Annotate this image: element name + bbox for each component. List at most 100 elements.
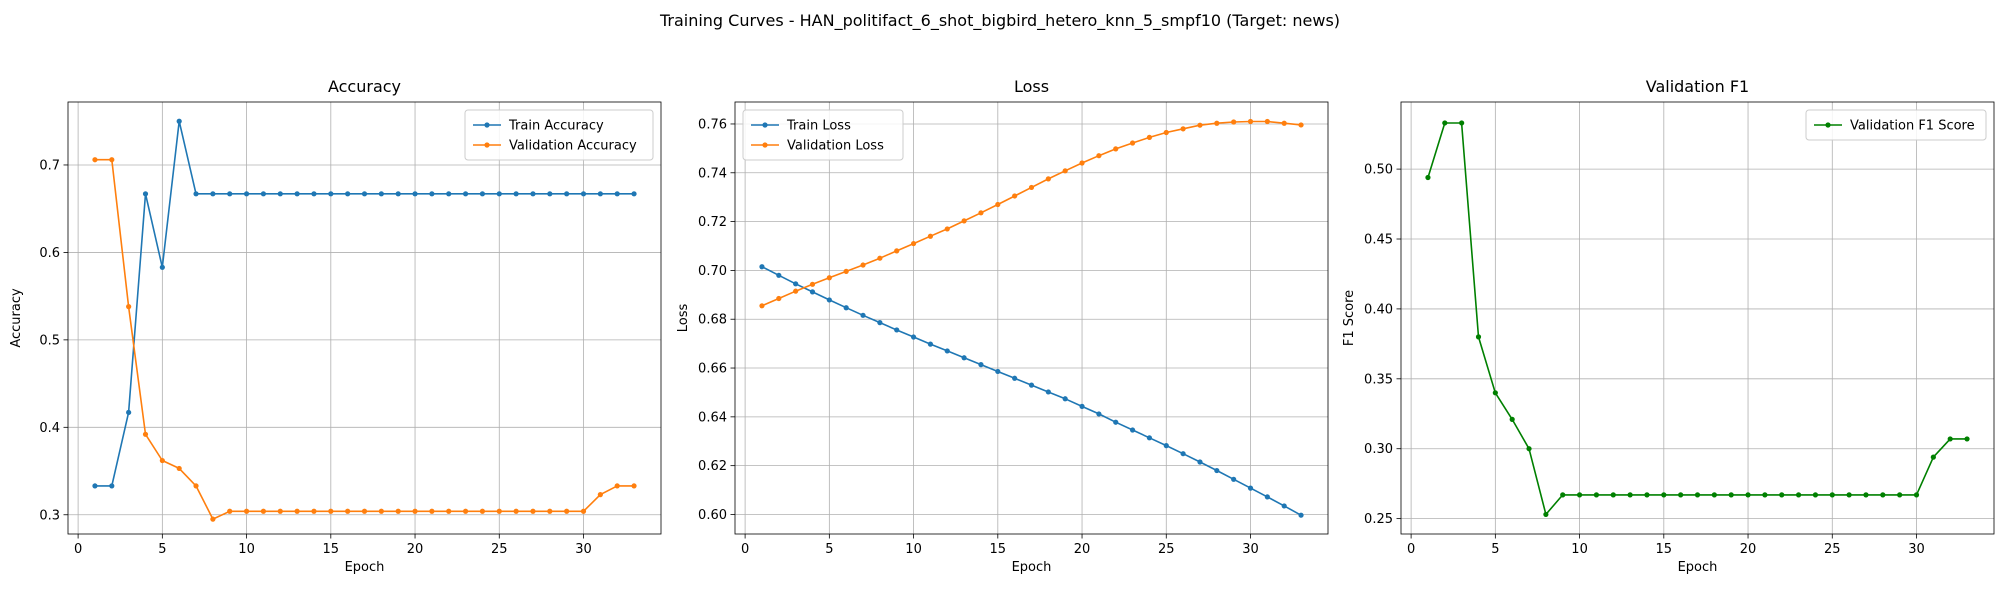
data-point	[1964, 436, 1970, 442]
data-point	[564, 508, 570, 514]
data-point	[412, 508, 418, 514]
data-point	[1442, 120, 1448, 126]
data-point	[227, 191, 233, 197]
data-point	[944, 348, 950, 354]
y-tick-label: 0.3	[39, 508, 60, 523]
x-tick-label: 10	[1571, 542, 1588, 557]
x-tick-label: 20	[1740, 542, 1757, 557]
data-point	[513, 508, 519, 514]
data-point	[1762, 492, 1768, 498]
data-point	[210, 516, 216, 522]
data-point	[361, 508, 368, 514]
data-point	[1247, 118, 1254, 125]
data-point	[530, 191, 536, 197]
x-tick-label: 5	[1491, 542, 1499, 557]
legend-entry-label: Validation F1 Score	[1850, 119, 1975, 134]
data-point	[961, 355, 967, 361]
y-tick-label: 0.4	[39, 421, 60, 436]
data-point	[776, 272, 782, 278]
x-tick-label: 20	[1074, 542, 1091, 557]
x-tick-label: 15	[323, 542, 340, 557]
data-point	[1930, 454, 1936, 460]
axes-frame	[734, 101, 1329, 535]
data-point	[1509, 416, 1515, 422]
data-point	[995, 201, 1001, 208]
data-point	[877, 320, 883, 326]
legend-swatch-marker	[484, 122, 490, 128]
data-point	[1812, 492, 1819, 498]
data-point	[193, 191, 199, 197]
data-point	[446, 508, 452, 514]
legend-swatch-marker	[762, 142, 768, 148]
y-axis-label: Accuracy	[9, 288, 24, 348]
data-point	[1062, 396, 1068, 402]
data-point	[877, 255, 883, 261]
data-point	[479, 508, 486, 514]
data-point	[126, 409, 132, 416]
panel-title: Validation F1	[1646, 77, 1749, 96]
y-axis-label: Loss	[676, 304, 691, 333]
y-tick-label: 0.76	[698, 117, 727, 132]
series-line-train-loss	[761, 265, 1302, 516]
data-point	[92, 483, 98, 489]
series-line-validation-f1-score	[1427, 122, 1967, 516]
data-point	[126, 304, 132, 310]
data-point	[910, 240, 917, 247]
data-point	[530, 508, 536, 514]
y-tick-label: 0.70	[698, 264, 727, 279]
data-point	[311, 191, 317, 197]
data-point	[1897, 492, 1903, 498]
data-point	[1012, 375, 1018, 381]
y-tick-label: 0.72	[698, 215, 727, 230]
data-point	[927, 341, 934, 347]
data-point	[1163, 129, 1169, 136]
y-tick-label: 0.74	[698, 166, 727, 181]
data-point	[1231, 119, 1237, 125]
data-point	[176, 118, 182, 124]
y-tick-label: 0.25	[1364, 512, 1393, 527]
data-point	[1745, 492, 1751, 498]
data-point	[142, 191, 149, 197]
data-point	[429, 508, 435, 514]
data-point	[961, 218, 967, 224]
y-tick-label: 0.30	[1364, 442, 1393, 457]
x-tick-label: 30	[1242, 542, 1259, 557]
data-point	[631, 483, 637, 489]
data-point	[1846, 492, 1852, 498]
data-point	[1028, 184, 1035, 191]
data-point	[1795, 492, 1802, 498]
data-point	[1863, 492, 1869, 498]
x-tick-label: 15	[1656, 542, 1673, 557]
data-point	[776, 295, 782, 302]
data-point	[1779, 492, 1785, 498]
y-tick-label: 0.7	[39, 158, 60, 173]
data-point	[1113, 146, 1119, 152]
data-point	[260, 508, 267, 514]
data-point	[614, 483, 620, 489]
data-point	[910, 334, 917, 340]
data-point	[109, 483, 115, 489]
data-point	[843, 268, 849, 274]
data-point	[580, 191, 587, 197]
legend-entry-label: Validation Accuracy	[509, 139, 637, 154]
data-point	[227, 508, 233, 514]
x-tick-label: 0	[741, 542, 749, 557]
data-point	[1264, 494, 1270, 500]
series-line-validation-accuracy	[95, 158, 634, 520]
data-point	[1880, 492, 1886, 498]
data-point	[927, 233, 934, 239]
data-point	[1214, 467, 1220, 474]
data-point	[1475, 334, 1482, 340]
y-tick-label: 0.6	[39, 246, 60, 261]
legend-box	[742, 109, 904, 161]
data-point	[496, 508, 502, 514]
data-point	[547, 508, 553, 514]
legend-swatch-marker	[484, 142, 490, 148]
data-point	[1146, 435, 1153, 441]
data-point	[378, 508, 384, 514]
x-tick-label: 10	[238, 542, 255, 557]
x-tick-label: 10	[905, 542, 922, 557]
data-point	[1459, 120, 1465, 126]
data-point	[759, 303, 765, 309]
